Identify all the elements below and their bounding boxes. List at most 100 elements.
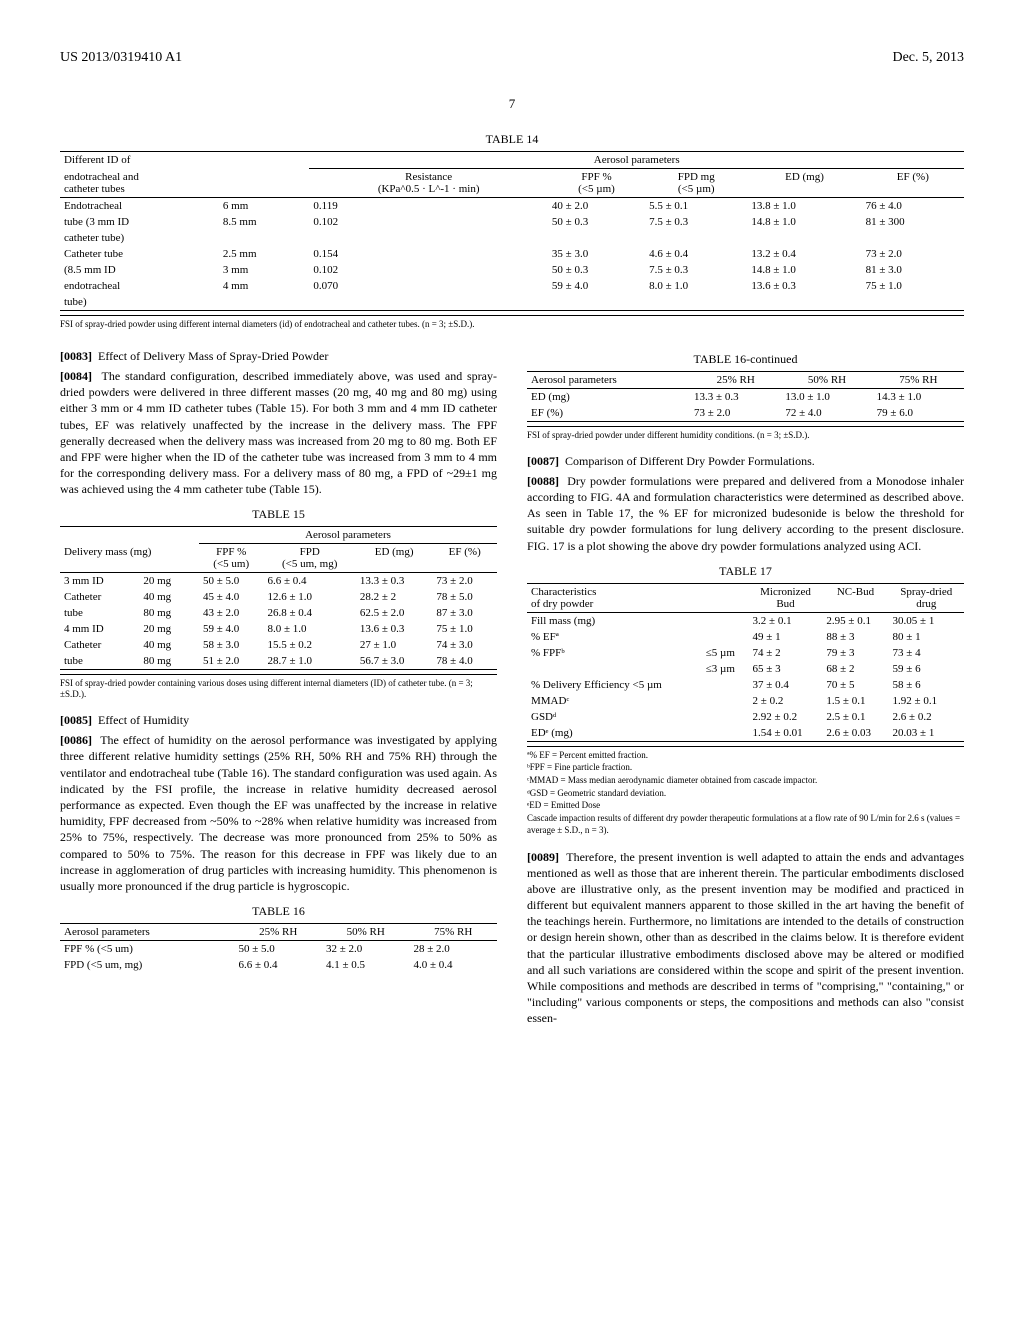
- table-cell: 80 ± 1: [889, 629, 964, 645]
- table-cell: 14.8 ± 1.0: [747, 262, 861, 278]
- para-num: [0084]: [60, 369, 92, 383]
- table-cell: 73 ± 2.0: [862, 246, 964, 262]
- table-cell: % Delivery Efficiency <5 µm: [527, 677, 702, 693]
- table-cell: 20 mg: [139, 621, 199, 637]
- table-17-footnotes: ª% EF = Percent emitted fraction.ᵇFPF = …: [527, 746, 964, 837]
- table-cell: 3 mm ID: [60, 573, 139, 590]
- table-cell: FPD (<5 um, mg): [60, 957, 235, 973]
- para-num: [0088]: [527, 474, 559, 488]
- t14-sub: ED (mg): [747, 169, 861, 198]
- table-cell: 79 ± 3: [822, 645, 888, 661]
- table-header-cell: Aerosol parameters: [527, 371, 690, 388]
- table-cell: endotracheal: [60, 278, 219, 294]
- table-cell: [548, 230, 645, 246]
- table-row: Fill mass (mg)3.2 ± 0.12.95 ± 0.130.05 ±…: [527, 612, 964, 629]
- table-16c-note: FSI of spray-dried powder under differen…: [527, 426, 964, 441]
- t17-sub: Spray-dried: [900, 586, 952, 598]
- table-cell: 50 ± 0.3: [548, 262, 645, 278]
- table-cell: 3 mm: [219, 262, 310, 278]
- t17-sub: drug: [916, 598, 936, 610]
- para-83: [0083] Effect of Delivery Mass of Spray-…: [60, 348, 497, 364]
- para-87: [0087] Comparison of Different Dry Powde…: [527, 453, 964, 469]
- para-text: Effect of Humidity: [98, 713, 189, 727]
- table-cell: 28 ± 2.0: [409, 941, 497, 958]
- table-cell: 4.1 ± 0.5: [322, 957, 409, 973]
- table-cell: 2.95 ± 0.1: [822, 612, 888, 629]
- para-84: [0084] The standard configuration, descr…: [60, 368, 497, 498]
- table-cell: 6 mm: [219, 198, 310, 215]
- right-column: TABLE 16-continued Aerosol parameters25%…: [527, 342, 964, 1031]
- table-cell: 2.6 ± 0.03: [822, 725, 888, 742]
- table-15-caption: TABLE 15: [60, 507, 497, 522]
- table-cell: 13.0 ± 1.0: [781, 388, 872, 405]
- footnote: ᵇFPF = Fine particle fraction.: [527, 762, 964, 774]
- table-cell: EF (%): [527, 405, 690, 422]
- table-cell: 13.6 ± 0.3: [356, 621, 433, 637]
- table-cell: (8.5 mm ID: [60, 262, 219, 278]
- para-89: [0089] Therefore, the present invention …: [527, 849, 964, 1027]
- table-header-cell: 75% RH: [873, 371, 964, 388]
- table-cell: 88 ± 3: [822, 629, 888, 645]
- table-cell: 6.6 ± 0.4: [263, 573, 355, 590]
- table-cell: [702, 693, 749, 709]
- table-cell: tube): [60, 294, 219, 311]
- table-row: 3 mm ID20 mg50 ± 5.06.6 ± 0.413.3 ± 0.37…: [60, 573, 497, 590]
- table-header-cell: 75% RH: [409, 924, 497, 941]
- table-cell: 87 ± 3.0: [432, 605, 497, 621]
- table-row: FPF % (<5 um)50 ± 5.032 ± 2.028 ± 2.0: [60, 941, 497, 958]
- table-cell: MMADᶜ: [527, 693, 702, 709]
- t17-sub: of dry powder: [531, 598, 593, 610]
- table-row: % FPFᵇ≤5 µm74 ± 279 ± 373 ± 4: [527, 645, 964, 661]
- table-cell: 81 ± 3.0: [862, 262, 964, 278]
- t15-sub: Delivery mass (mg): [60, 544, 199, 573]
- table-cell: 75 ± 1.0: [432, 621, 497, 637]
- table-cell: 2.92 ± 0.2: [749, 709, 823, 725]
- table-cell: 80 mg: [139, 653, 199, 670]
- table-cell: 8.5 mm: [219, 214, 310, 230]
- t15-gh: Aerosol parameters: [199, 527, 497, 544]
- table-row: Catheter tube2.5 mm0.15435 ± 3.04.6 ± 0.…: [60, 246, 964, 262]
- table-row: EF (%)73 ± 2.072 ± 4.079 ± 6.0: [527, 405, 964, 422]
- table-16-caption: TABLE 16: [60, 904, 497, 919]
- table-row: % EFª49 ± 188 ± 380 ± 1: [527, 629, 964, 645]
- para-text: Therefore, the present invention is well…: [527, 850, 964, 1026]
- table-cell: ED (mg): [527, 388, 690, 405]
- table-cell: FPF % (<5 um): [60, 941, 235, 958]
- table-cell: 13.3 ± 0.3: [690, 388, 781, 405]
- table-cell: [219, 230, 310, 246]
- table-cell: 4.6 ± 0.4: [645, 246, 747, 262]
- table-cell: 27 ± 1.0: [356, 637, 433, 653]
- table-cell: 50 ± 0.3: [548, 214, 645, 230]
- table-cell: 2.5 ± 0.1: [822, 709, 888, 725]
- table-cell: 0.102: [309, 214, 547, 230]
- table-cell: 40 mg: [139, 589, 199, 605]
- table-cell: 58 ± 6: [889, 677, 964, 693]
- para-text: The standard configuration, described im…: [60, 369, 497, 496]
- table-row: 4 mm ID20 mg59 ± 4.08.0 ± 1.013.6 ± 0.37…: [60, 621, 497, 637]
- table-row: Catheter40 mg45 ± 4.012.6 ± 1.028.2 ± 27…: [60, 589, 497, 605]
- table-cell: 59 ± 4.0: [199, 621, 264, 637]
- table-cell: tube (3 mm ID: [60, 214, 219, 230]
- t15-sub: FPD: [300, 546, 320, 558]
- table-header-cell: Aerosol parameters: [60, 924, 235, 941]
- table-cell: GSDᵈ: [527, 709, 702, 725]
- table-15: Aerosol parameters Delivery mass (mg) FP…: [60, 526, 497, 670]
- table-cell: catheter tube): [60, 230, 219, 246]
- para-text: The effect of humidity on the aerosol pe…: [60, 733, 497, 893]
- table-row: EDᵉ (mg)1.54 ± 0.012.6 ± 0.0320.03 ± 1: [527, 725, 964, 742]
- table-cell: 1.5 ± 0.1: [822, 693, 888, 709]
- table-cell: [309, 294, 547, 311]
- table-cell: 6.6 ± 0.4: [235, 957, 322, 973]
- table-cell: 59 ± 6: [889, 661, 964, 677]
- table-row: tube80 mg43 ± 2.026.8 ± 0.462.5 ± 2.087 …: [60, 605, 497, 621]
- table-cell: 13.6 ± 0.3: [747, 278, 861, 294]
- table-cell: [747, 230, 861, 246]
- table-cell: 74 ± 2: [749, 645, 823, 661]
- page-header: US 2013/0319410 A1 Dec. 5, 2013: [60, 50, 964, 66]
- t15-sub: (<5 um): [213, 558, 249, 570]
- footnote: ᵉED = Emitted Dose: [527, 800, 964, 812]
- table-cell: tube: [60, 605, 139, 621]
- table-cell: 28.2 ± 2: [356, 589, 433, 605]
- table-cell: 73 ± 2.0: [690, 405, 781, 422]
- t14-sub: FPF %: [581, 171, 611, 183]
